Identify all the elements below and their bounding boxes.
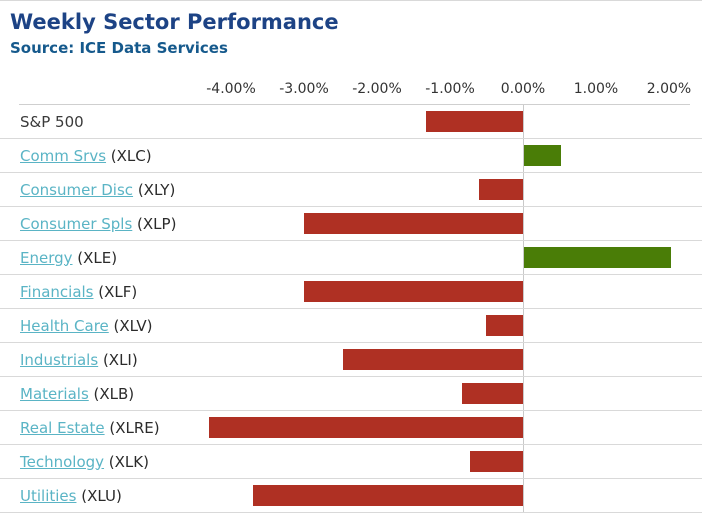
performance-bar [485, 315, 523, 336]
ticker-symbol: (XLB) [88, 384, 135, 403]
sector-link[interactable]: Industrials [20, 350, 99, 369]
ticker-symbol: (XLU) [76, 486, 122, 505]
x-axis-tick-label: 1.00% [573, 81, 619, 97]
ticker-symbol: (XLP) [132, 214, 177, 233]
sector-link[interactable]: Financials [20, 282, 94, 301]
sector-link[interactable]: Comm Srvs [20, 146, 107, 165]
x-axis-tick-label: -4.00% [206, 81, 256, 97]
sector-link[interactable]: Real Estate [20, 418, 105, 437]
performance-bar [343, 349, 523, 370]
performance-bar [304, 213, 523, 234]
performance-bar [462, 383, 523, 404]
performance-bar [524, 145, 562, 166]
row-label: Materials (XLB) [20, 385, 134, 403]
chart-row: Materials (XLB) [0, 377, 702, 411]
ticker-symbol: (XLRE) [104, 418, 160, 437]
chart-row: Consumer Spls (XLP) [0, 207, 702, 241]
chart-row: Industrials (XLI) [0, 343, 702, 377]
sector-link[interactable]: Utilities [20, 486, 77, 505]
chart-row: Utilities (XLU) [0, 479, 702, 513]
row-label: Energy (XLE) [20, 249, 117, 267]
x-axis-tick-label: 0.00% [500, 81, 546, 97]
row-label: Health Care (XLV) [20, 317, 152, 335]
chart-row: S&P 500 [0, 105, 702, 139]
chart-row: Real Estate (XLRE) [0, 411, 702, 445]
ticker-symbol: (XLK) [104, 452, 149, 471]
performance-bar [252, 485, 523, 506]
sector-link[interactable]: Consumer Spls [20, 214, 133, 233]
chart-row: Technology (XLK) [0, 445, 702, 479]
chart-row: Energy (XLE) [0, 241, 702, 275]
sector-link[interactable]: Consumer Disc [20, 180, 134, 199]
chart-row: Health Care (XLV) [0, 309, 702, 343]
performance-bar [304, 281, 523, 302]
row-label: S&P 500 [20, 113, 84, 131]
performance-bar [470, 451, 523, 472]
row-label: Technology (XLK) [20, 453, 149, 471]
performance-bar [524, 247, 672, 268]
row-label: Consumer Spls (XLP) [20, 215, 176, 233]
page-title: Weekly Sector Performance [10, 10, 339, 34]
row-label: Consumer Disc (XLY) [20, 181, 175, 199]
ticker-symbol: (XLY) [133, 180, 176, 199]
x-axis-tick-label: -3.00% [279, 81, 329, 97]
sector-name: S&P 500 [20, 112, 84, 131]
row-label: Real Estate (XLRE) [20, 419, 160, 437]
performance-bar [209, 417, 523, 438]
x-axis-tick-label: -1.00% [425, 81, 475, 97]
chart-row: Financials (XLF) [0, 275, 702, 309]
sector-link[interactable]: Health Care [20, 316, 109, 335]
row-label: Utilities (XLU) [20, 487, 122, 505]
performance-bar [479, 179, 523, 200]
sector-link[interactable]: Materials [20, 384, 89, 403]
ticker-symbol: (XLC) [106, 146, 152, 165]
performance-bar [425, 111, 523, 132]
row-label: Financials (XLF) [20, 283, 137, 301]
row-label: Comm Srvs (XLC) [20, 147, 152, 165]
sector-link[interactable]: Energy [20, 248, 73, 267]
ticker-symbol: (XLE) [72, 248, 118, 267]
ticker-symbol: (XLI) [98, 350, 138, 369]
x-axis-tick-label: 2.00% [646, 81, 692, 97]
sector-link[interactable]: Technology [20, 452, 105, 471]
source-label: Source: ICE Data Services [10, 39, 228, 57]
ticker-symbol: (XLF) [93, 282, 138, 301]
sector-bar-chart: -4.00% -3.00% -2.00% -1.00% 0.00% 1.00% 2.00% … [0, 77, 702, 517]
chart-row: Consumer Disc (XLY) [0, 173, 702, 207]
row-label: Industrials (XLI) [20, 351, 138, 369]
axis-baseline [19, 104, 690, 105]
chart-row: Comm Srvs (XLC) [0, 139, 702, 173]
ticker-symbol: (XLV) [108, 316, 153, 335]
x-axis-tick-label: -2.00% [352, 81, 402, 97]
